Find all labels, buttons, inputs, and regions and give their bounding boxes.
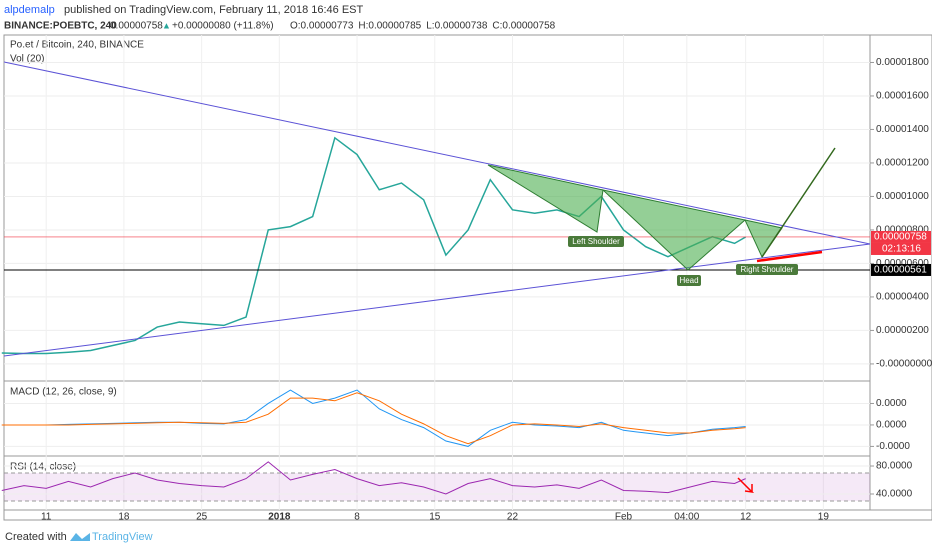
label-box — [568, 236, 624, 247]
price-level-label: 0.00000758 — [874, 232, 927, 243]
y-tick-label: 40.0000 — [876, 489, 913, 500]
ohlc-value: C:0.00000758 — [492, 21, 555, 32]
price-level-box — [871, 263, 931, 276]
published: published on TradingView.com, February 1… — [64, 4, 364, 16]
countdown-box — [871, 242, 931, 255]
footer-created: Created with — [5, 531, 67, 543]
annotation: Right Shoulder — [741, 265, 794, 274]
y-tick-label: 0.00000400 — [876, 292, 929, 303]
x-tick-label: Feb — [615, 512, 633, 523]
pane-subtitle: Vol (20) — [10, 54, 44, 65]
x-tick-label: 8 — [354, 512, 360, 523]
ohlc-value: H:0.00000785 — [358, 21, 421, 32]
ohlc-value: L:0.00000738 — [426, 21, 488, 32]
red-line — [756, 250, 823, 263]
annotation: Left Shoulder — [572, 237, 620, 246]
up-arrow: ▲ — [162, 20, 171, 30]
y-tick-label: -0.0000 — [876, 441, 910, 452]
left-shoulder-shape — [487, 164, 604, 233]
x-tick-label: 2018 — [268, 512, 291, 523]
right-shoulder-shape — [744, 219, 783, 259]
x-tick-label: 15 — [429, 512, 441, 523]
symbol: BINANCE:POEBTC, 240 — [4, 21, 117, 32]
y-tick-label: 0.00001800 — [876, 57, 929, 68]
y-tick-label: 0.00001400 — [876, 124, 929, 135]
y-tick-label: 0.0000 — [876, 398, 907, 409]
x-tick-label: 25 — [196, 512, 208, 523]
label-box — [736, 264, 798, 275]
series-line — [1, 461, 746, 495]
pane-title: RSI (14, close) — [10, 462, 76, 473]
logo — [70, 533, 90, 541]
label-box — [677, 275, 701, 286]
series-line — [1, 389, 746, 447]
x-tick-label: 04:00 — [674, 512, 699, 523]
y-tick-label: 0.00000200 — [876, 325, 929, 336]
y-tick-label: 80.0000 — [876, 461, 913, 472]
x-tick-label: 22 — [507, 512, 519, 523]
countdown: 02:13:16 — [882, 244, 921, 255]
y-tick-label: -0.00000000 — [876, 359, 932, 370]
y-tick-label: 0.0000 — [876, 420, 907, 431]
last-price: 0.00000758 — [110, 21, 163, 32]
x-tick-label: 19 — [818, 512, 830, 523]
y-tick-label: 0.00001000 — [876, 191, 929, 202]
chart-frame — [3, 34, 932, 521]
y-tick-label: 0.00001600 — [876, 91, 929, 102]
head-shape — [601, 189, 747, 271]
target-line — [761, 147, 836, 258]
rsi-band — [4, 473, 870, 501]
y-tick-label: 0.00000600 — [876, 258, 929, 269]
x-tick-label: 11 — [41, 512, 52, 523]
plots: Po.et / Bitcoin, 240, BINANCE Vol (20) 0.0… — [1, 35, 932, 523]
y-tick-label: 0.00001200 — [876, 158, 929, 169]
pane-title: Po.et / Bitcoin, 240, BINANCE — [10, 40, 144, 51]
x-tick-label: 12 — [740, 512, 752, 523]
x-tick-label: 18 — [118, 512, 130, 523]
ohlc: O:0.00000773 H:0.00000785 L:0.00000738 C:0.… — [290, 21, 556, 32]
price-level-box — [871, 230, 931, 243]
series-line — [1, 136, 747, 355]
trend-line — [3, 61, 871, 245]
change: +0.00000080 (+11.8%) — [172, 21, 274, 32]
pane-title: MACD (12, 26, close, 9) — [10, 387, 117, 398]
ohlc-value: O:0.00000773 — [290, 21, 354, 32]
price-level-label: 0.00000561 — [874, 265, 927, 276]
author[interactable]: alpdemalp — [4, 4, 55, 16]
footer-brand[interactable]: TradingView — [92, 531, 153, 543]
y-tick-label: 0.00000800 — [876, 225, 929, 236]
annotation: Head — [679, 276, 698, 285]
trend-line — [3, 243, 871, 357]
series-line — [1, 392, 746, 445]
